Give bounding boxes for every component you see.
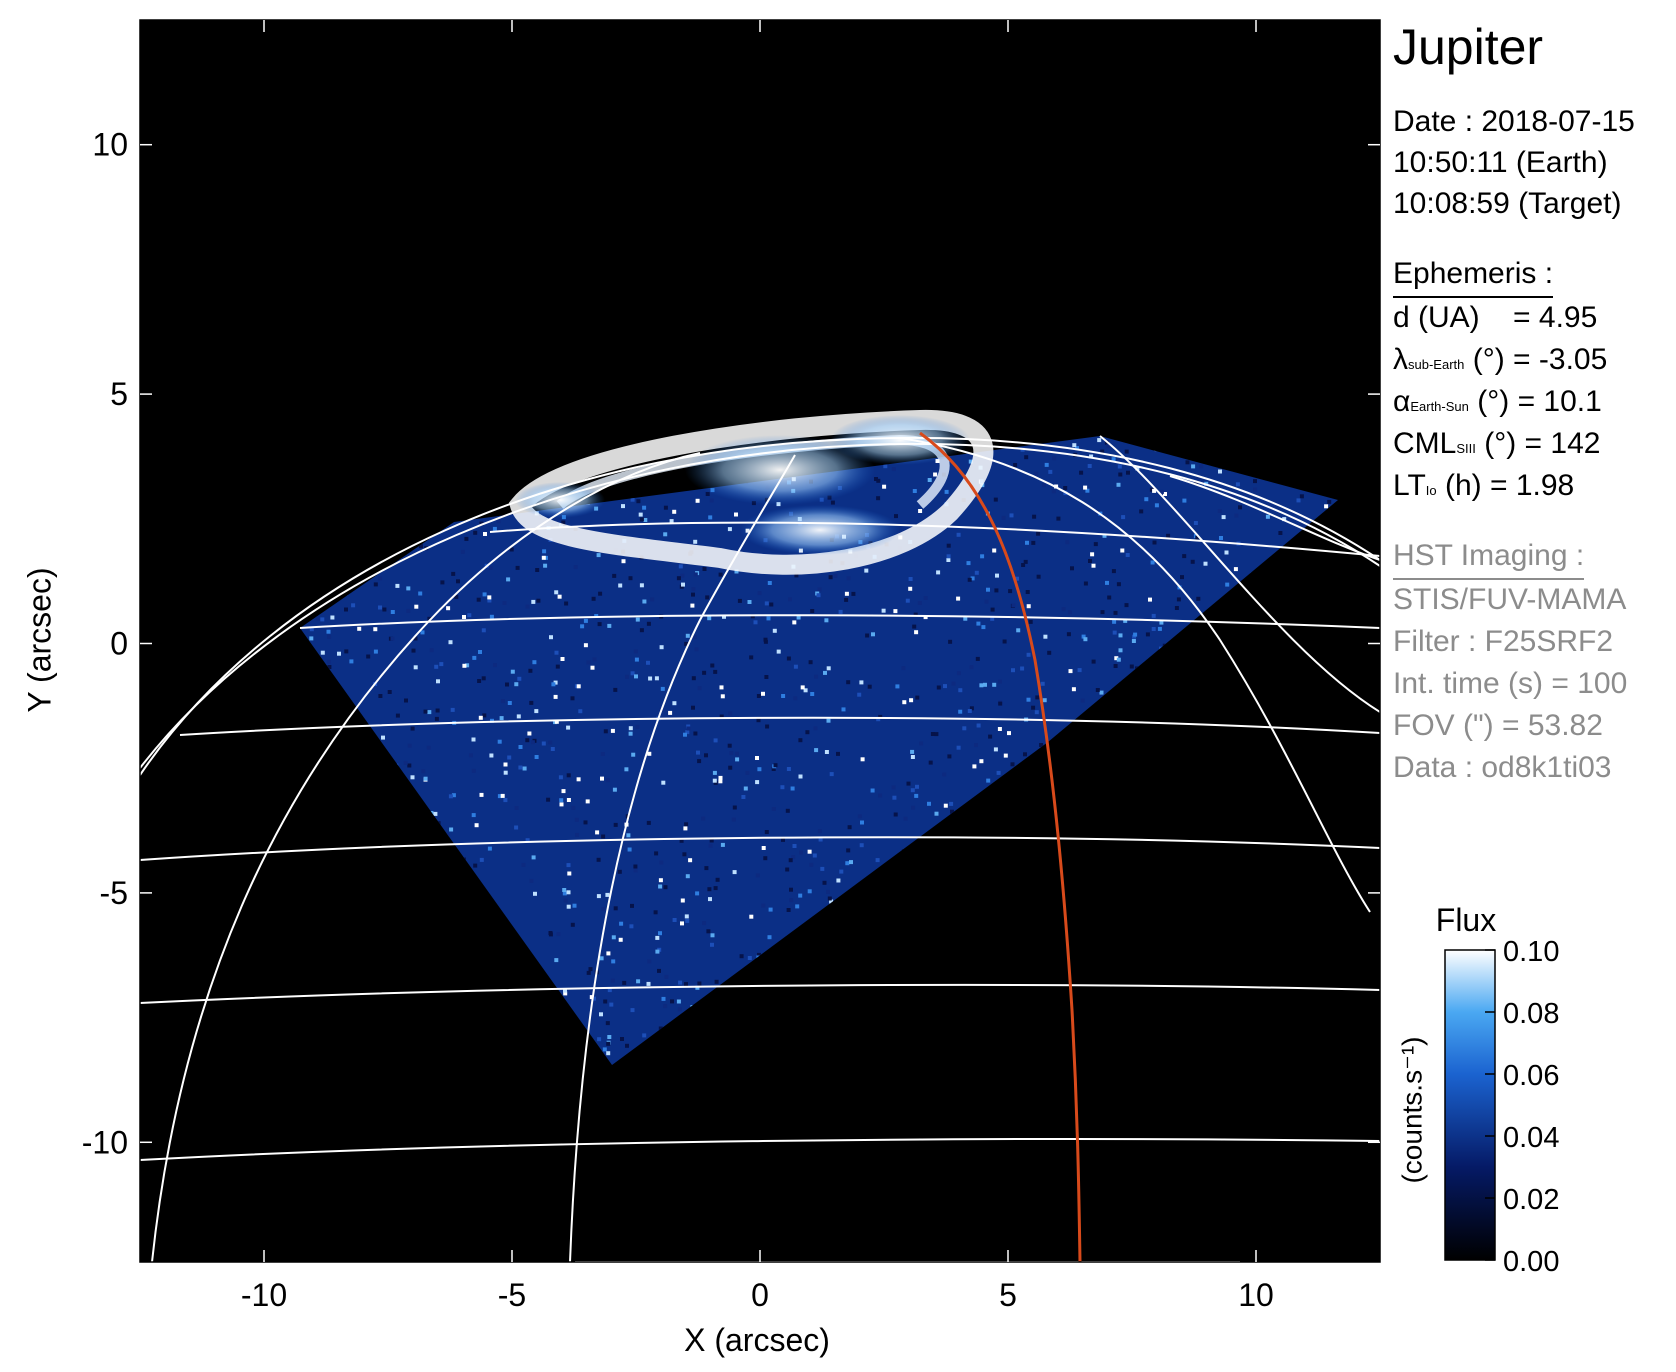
ephemeris-heading: Ephemeris : [1393,253,1554,298]
imaging-swath [300,436,1338,1065]
limb-line [140,436,1380,776]
ephemeris-lt: LTIo (h) = 1.98 [1393,469,1575,502]
x-tick-label: -5 [498,1277,526,1313]
imaging-heading: HST Imaging : [1393,535,1585,580]
meridian-line [1169,475,1380,561]
target-time: 10:08:59 (Target) [1393,187,1622,220]
ephemeris-lambda: λsub-Earth (°) = -3.05 [1393,343,1608,376]
latitude-line [140,983,1380,1004]
colorbar-tick-label: 0.00 [1503,1246,1559,1278]
colorbar-ticks: 0.00 0.02 0.04 0.06 0.08 0.10 [1485,936,1559,1278]
ephemeris-cml: CMLSIII (°) = 142 [1393,427,1601,460]
latitude-line [140,1138,1380,1161]
x-tick-label: -10 [241,1277,287,1313]
latitude-line [140,836,1380,861]
imaging-filter: Filter : F25SRF2 [1393,625,1614,658]
colorbar-tick-label: 0.10 [1503,936,1559,968]
x-axis-label: X (arcsec) [684,1322,830,1358]
io-footprint-line [919,431,1082,1262]
colorbar [1444,949,1496,1261]
x-axis-ticks: -10 -5 0 5 10 [241,20,1274,1313]
meridian-line [899,437,1371,913]
ephemeris-alpha: αEarth-Sun (°) = 10.1 [1393,385,1602,418]
colorbar-tick-label: 0.04 [1503,1122,1559,1154]
imaging-fov: FOV (") = 53.82 [1393,709,1603,742]
y-axis-label: Y (arcsec) [21,567,58,713]
meridian-line [1099,435,1380,713]
ephemeris-distance: d (UA) = 4.95 [1393,301,1598,334]
colorbar-title: Flux [1435,902,1497,938]
latitude-line [179,716,1380,736]
latitude-line [299,614,1380,629]
colorbar-unit: (counts.s⁻¹) [1396,1036,1428,1184]
planet-grid [140,435,1380,1262]
y-tick-label: -5 [100,875,128,911]
latitude-line [489,521,1380,557]
y-tick-label: 5 [110,376,128,412]
imaging-instrument: STIS/FUV-MAMA [1393,583,1627,616]
meridian-line [151,452,701,1262]
earth-time: 10:50:11 (Earth) [1393,146,1608,179]
y-tick-label: 0 [110,625,128,661]
colorbar-tick-label: 0.02 [1503,1184,1559,1216]
imaging-int-time: Int. time (s) = 100 [1393,667,1628,700]
imaging-data-id: Data : od8k1ti03 [1393,751,1612,784]
y-axis-ticks: -10 -5 0 5 10 [82,127,1380,1160]
date-line: Date : 2018-07-15 [1393,105,1635,138]
x-tick-label: 5 [999,1277,1017,1313]
meridian-line [569,454,796,1262]
colorbar-tick-label: 0.06 [1503,1060,1559,1092]
figure-title: Jupiter [1393,19,1544,75]
y-tick-label: -10 [82,1124,128,1160]
x-tick-label: 0 [751,1277,769,1313]
y-tick-label: 10 [92,127,128,163]
x-tick-label: 10 [1238,1277,1274,1313]
colorbar-tick-label: 0.08 [1503,998,1559,1030]
